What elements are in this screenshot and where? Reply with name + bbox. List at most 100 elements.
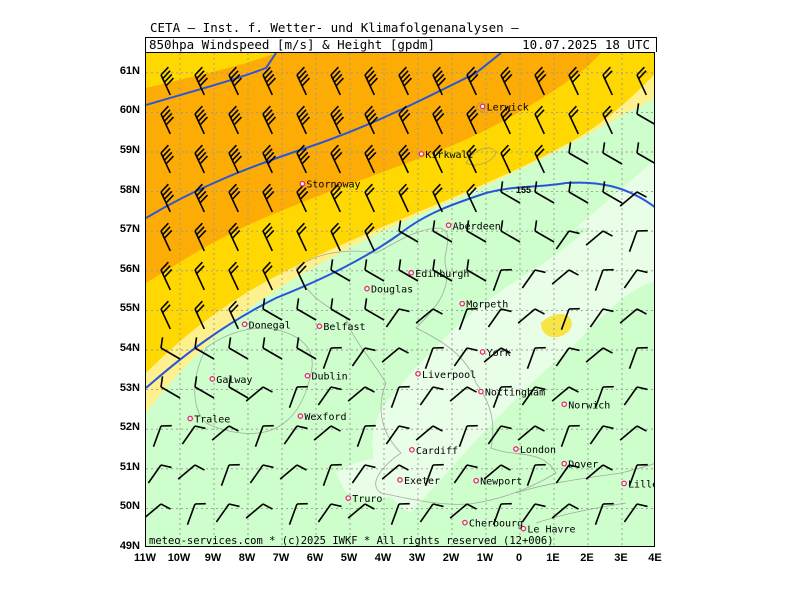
wind-barb [623, 386, 648, 406]
wind-barb [262, 337, 283, 360]
wind-barb [330, 105, 345, 135]
city-label: Lerwick [487, 102, 529, 113]
city-label: Aberdeen [453, 221, 501, 232]
city-marker [415, 370, 421, 377]
longitude-label: 1W [476, 552, 494, 564]
wind-barb [432, 220, 453, 243]
longitude-label: 10W [167, 552, 191, 564]
longitude-label: 1E [546, 552, 560, 564]
contour-line [146, 53, 277, 106]
wind-barb [194, 376, 215, 399]
latitude-label: 58N [119, 183, 140, 196]
wind-barb [228, 222, 241, 252]
city-donegal: Donegal [241, 320, 291, 331]
wind-barb [500, 144, 512, 174]
longitude-label: 5W [340, 552, 358, 564]
wind-barb [534, 220, 555, 243]
wind-barb [364, 298, 385, 321]
wind-barb [636, 142, 654, 165]
wind-barb [296, 298, 317, 321]
city-truro: Truro [345, 494, 382, 505]
wind-barb [288, 385, 308, 408]
city-marker [445, 222, 452, 229]
city-le-havre: Le Havre [520, 525, 576, 536]
institute-title: CETA — Inst. f. Wetter- und Klimafolgena… [150, 20, 519, 35]
wind-barb [194, 261, 206, 291]
city-label: Morpeth [466, 300, 508, 311]
copyright-notice: meteo-services.com * (c)2025 IWKF * All … [149, 535, 554, 547]
wind-barb [619, 191, 647, 207]
wind-barb [262, 183, 275, 213]
longitude-label: 9W [204, 552, 222, 564]
wind-barb [283, 425, 308, 445]
wind-barb [466, 220, 487, 243]
city-york: York [479, 348, 511, 359]
longitude-label: 4E [648, 552, 662, 564]
wind-barb [517, 425, 545, 441]
city-label: Galway [216, 375, 252, 386]
wind-barb [152, 424, 172, 447]
city-marker [345, 495, 352, 501]
height-contours [146, 53, 654, 389]
wind-barb [181, 425, 206, 445]
city-morpeth: Morpeth [459, 300, 508, 311]
wind-barb [398, 183, 410, 213]
wind-barb [526, 463, 546, 486]
wind-barb [160, 300, 172, 330]
wind-barb [449, 503, 477, 519]
wind-barb [194, 337, 215, 360]
wind-barb [296, 222, 308, 252]
wind-barb [432, 183, 444, 213]
wind-barb [194, 183, 209, 213]
wind-barb [347, 503, 375, 519]
wind-barb [628, 463, 648, 486]
wind-barb [487, 425, 512, 445]
latitude-label: 53N [119, 381, 140, 394]
wind-barb [555, 230, 580, 250]
city-label: Kirkwall [425, 150, 473, 161]
wind-barb [551, 269, 579, 285]
city-label: York [487, 348, 511, 359]
latitude-label: 57N [119, 223, 140, 236]
wind-barb [432, 105, 445, 135]
wind-barb [424, 463, 444, 486]
wind-barb [160, 222, 173, 252]
city-exeter: Exeter [397, 476, 440, 487]
city-marker [478, 388, 484, 395]
wind-barb [521, 503, 546, 523]
city-dublin: Dublin [304, 372, 348, 383]
wind-barb [628, 229, 648, 252]
wind-barb [398, 144, 411, 174]
wind-barb [521, 269, 546, 289]
wind-barb [220, 463, 240, 486]
wind-barb [186, 502, 206, 525]
city-marker [418, 151, 425, 157]
coastline [194, 102, 654, 524]
city-label: Stornoway [306, 180, 360, 191]
wind-barb [228, 144, 243, 174]
wind-barb [432, 66, 447, 96]
city-label: London [520, 445, 556, 456]
city-belfast: Belfast [316, 322, 366, 333]
city-marker [621, 480, 627, 487]
wind-barb [364, 66, 379, 96]
latitude-label: 55N [119, 302, 140, 315]
wind-barb [330, 66, 345, 96]
orange-band [146, 53, 601, 283]
wind-barb [356, 424, 376, 447]
city-label: Donegal [249, 320, 291, 331]
wind-barb [262, 222, 275, 252]
wind-barb [500, 181, 521, 204]
wind-barb [160, 337, 181, 360]
city-edinburgh: Edinburgh [408, 269, 469, 280]
wind-barb [589, 308, 614, 328]
wind-barb [194, 105, 209, 135]
valid-time: 10.07.2025 18 UTC [522, 37, 650, 52]
city-london: London [513, 445, 556, 456]
wind-barb [568, 142, 589, 165]
wind-barb [364, 144, 377, 174]
wind-barb [262, 298, 283, 321]
city-marker [304, 372, 311, 379]
wind-barb [398, 259, 419, 282]
city-marker [462, 519, 468, 526]
